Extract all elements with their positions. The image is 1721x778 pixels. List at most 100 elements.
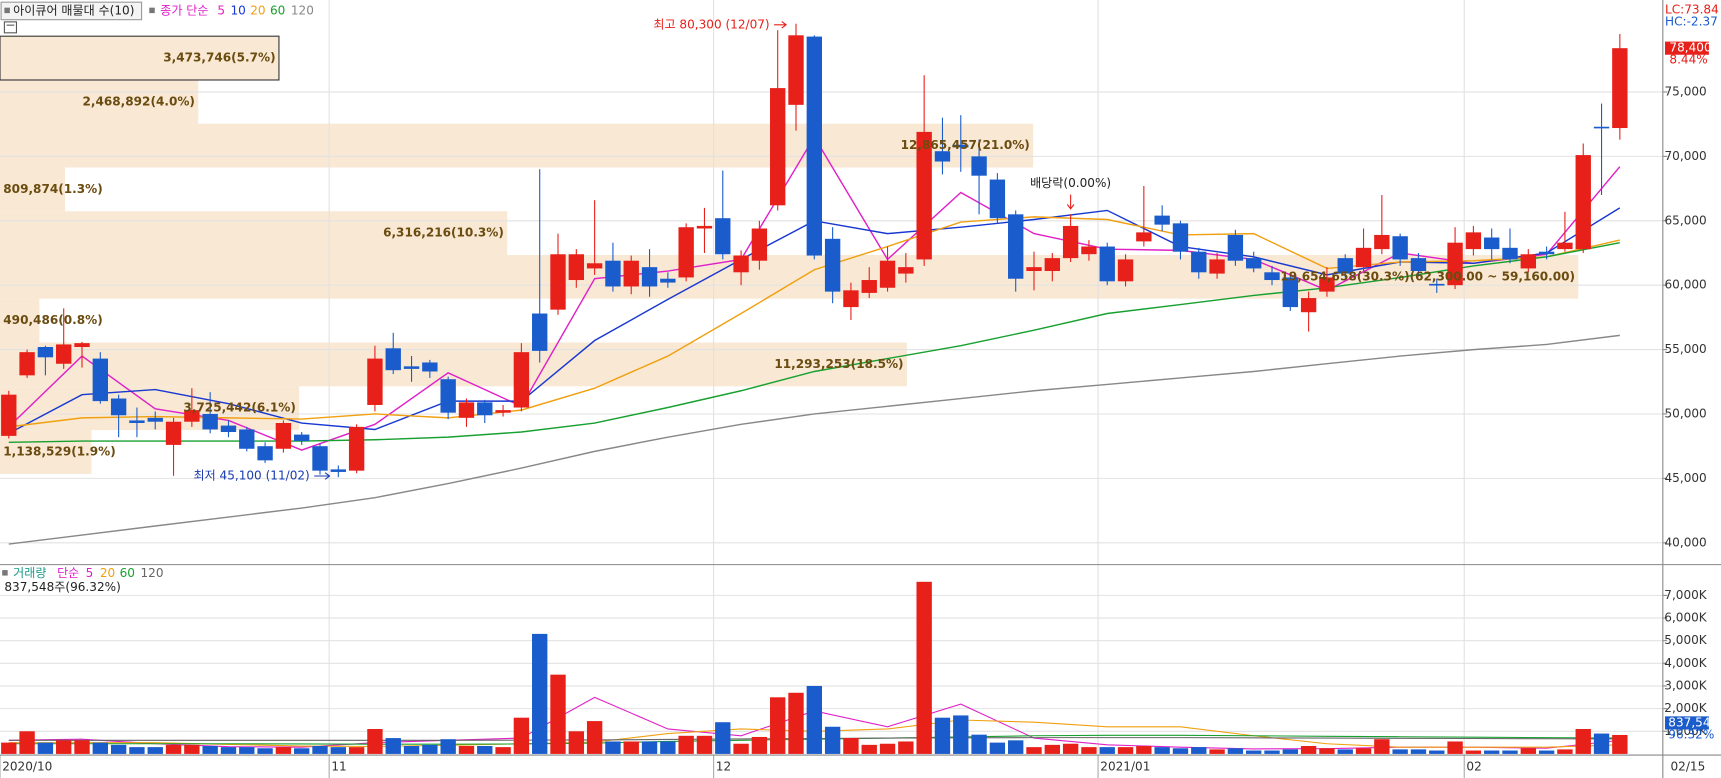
volume-bar [367, 729, 383, 754]
volume-title: 거래량 [13, 566, 46, 580]
candle-body [1374, 234, 1390, 250]
volume-bar [916, 581, 932, 754]
volume-bar [1172, 748, 1189, 754]
volume-bar [239, 747, 255, 754]
change-label: 8.44% [1669, 53, 1707, 67]
volume-bar [678, 735, 694, 754]
volume-bar [1, 742, 17, 754]
candle-body [660, 278, 676, 283]
candle-body [422, 362, 438, 372]
profile-label: 6,316,216(10.3%) [383, 226, 504, 240]
volume-bar [550, 674, 566, 754]
volume-bar [1337, 749, 1353, 754]
volume-bar [56, 740, 72, 754]
candle-body [1062, 225, 1079, 259]
y-tick-label: 50,000 [1665, 406, 1707, 420]
candle-body [129, 420, 145, 424]
volume-bar [605, 741, 621, 754]
last-price-label: 78,400 [1669, 41, 1711, 55]
title-box[interactable] [0, 1, 143, 21]
volume-bar [1282, 749, 1298, 754]
candle-body [1300, 298, 1317, 313]
volume-bar [1392, 749, 1408, 754]
candle-body [1044, 258, 1060, 272]
volume-bar [1136, 745, 1152, 754]
profile-label: 490,486(0.8%) [3, 313, 102, 327]
volume-bar [1026, 747, 1042, 754]
volume-bar [1538, 750, 1555, 754]
candle-body [1447, 242, 1463, 286]
candle-body [1264, 272, 1280, 281]
profile-label: 2,468,892(4.0%) [83, 94, 195, 108]
volume-bar [532, 633, 548, 754]
chart-title: 아이큐어 매물대 수(10) [13, 3, 134, 17]
volume-bar [1520, 748, 1536, 754]
volume-bar [477, 745, 493, 754]
candle-body [1465, 232, 1482, 250]
y-tick-label: 70,000 [1665, 149, 1707, 163]
y-tick-label: 75,000 [1665, 84, 1707, 98]
volume-legend-entry: 60 [120, 566, 135, 580]
volume-bar [715, 722, 731, 754]
candle-body [477, 402, 493, 416]
volume-bar [1374, 739, 1390, 754]
candle-body [623, 260, 639, 287]
candle-body [1099, 246, 1115, 282]
last-volume-tag [1665, 716, 1709, 730]
candle-body [843, 290, 859, 308]
profile-band [0, 79, 199, 124]
volume-bar [696, 735, 713, 754]
dividend-arrow [1066, 194, 1075, 210]
candle-body [440, 379, 456, 413]
candle-body [678, 227, 694, 278]
volume-bar [1209, 749, 1225, 754]
volume-bar [1099, 747, 1115, 754]
candle-body [1246, 258, 1262, 269]
volume-bar [824, 726, 841, 754]
volume-y-tick-label: 6,000K [1664, 611, 1708, 625]
volume-bar [1246, 750, 1262, 754]
volume-legend-entry: 20 [100, 566, 115, 580]
candle-body [1319, 277, 1335, 292]
hc-label: HC:-2.37 [1665, 14, 1718, 28]
candle-body [824, 238, 841, 292]
volume-icon [2, 570, 8, 576]
volume-bar [1264, 750, 1280, 754]
volume-bar [1612, 734, 1628, 754]
candle-body [1484, 237, 1500, 250]
volume-bar [92, 742, 109, 754]
volume-bar [586, 721, 603, 754]
candle-body [1538, 251, 1555, 255]
calc-icon[interactable] [3, 21, 18, 34]
y-tick-label: 60,000 [1665, 278, 1707, 292]
dividend-annotation: 배당락(0.00%) [1030, 176, 1111, 190]
y-tick-label: 45,000 [1665, 471, 1707, 485]
candle-body [1575, 155, 1591, 250]
volume-bar [953, 715, 969, 754]
volume-bar [312, 745, 328, 754]
volume-bar [806, 685, 822, 754]
volume-bar [220, 747, 237, 754]
profile-band [0, 123, 1034, 168]
volume-bar [1575, 729, 1591, 754]
candle-body [1520, 254, 1536, 269]
x-tick-label: 2020/10 [2, 760, 52, 774]
candle-body [110, 398, 127, 416]
ma-label: 종가 단순 [160, 3, 208, 17]
volume-y-tick-label: 4,000K [1664, 656, 1708, 670]
volume-bar [1227, 748, 1244, 754]
y-tick-label: 55,000 [1665, 342, 1707, 356]
volume-y-tick-label: 2,000K [1664, 701, 1708, 715]
candle-body [74, 343, 90, 348]
x-tick-label: 11 [331, 760, 346, 774]
volume-bar [898, 741, 914, 754]
profile-label: 12,865,457(21.0%) [901, 138, 1030, 152]
volume-bar [74, 740, 90, 754]
min-arrow [314, 472, 331, 480]
y-tick-label: 40,000 [1665, 535, 1707, 549]
lc-label: LC:73.84 [1665, 2, 1719, 16]
volume-bar [1447, 741, 1463, 754]
max-arrow [774, 21, 788, 29]
candle-body [770, 88, 786, 206]
